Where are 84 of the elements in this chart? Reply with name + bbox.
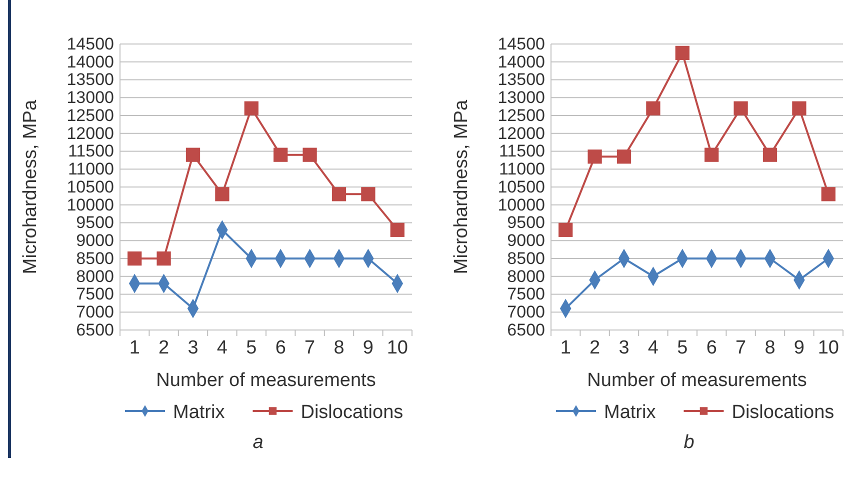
y-axis-title: Microhardness, MPa xyxy=(451,99,472,274)
y-tick-label: 12000 xyxy=(498,124,545,143)
y-tick-label: 9500 xyxy=(76,213,114,232)
y-tick-label: 14000 xyxy=(498,52,545,72)
y-tick-label: 7000 xyxy=(76,302,114,322)
y-tick-label: 14500 xyxy=(498,34,545,54)
point xyxy=(186,148,200,162)
y-tick-label: 14000 xyxy=(66,52,114,72)
point xyxy=(762,148,778,162)
point xyxy=(675,46,690,60)
x-tick-label: 9 xyxy=(794,337,804,358)
point xyxy=(156,251,171,266)
y-tick-label: 7500 xyxy=(507,284,545,304)
text: b xyxy=(684,432,694,453)
y-tick-label: 7000 xyxy=(507,302,545,322)
y-tick-label: 13000 xyxy=(66,88,114,108)
x-tick-label: 6 xyxy=(706,337,717,358)
point xyxy=(302,148,317,162)
y-tick-label: 8500 xyxy=(507,248,545,268)
text: a xyxy=(252,432,264,453)
x-tick-label: 4 xyxy=(216,337,228,358)
y-tick-label: 6500 xyxy=(507,320,545,340)
y-tick-label: 7500 xyxy=(76,284,114,304)
y-tick-label: 8500 xyxy=(76,248,114,268)
point xyxy=(215,187,230,202)
x-tick-label: 8 xyxy=(334,337,344,358)
y-tick-label: 8000 xyxy=(76,266,114,286)
y-axis-title: Microhardness, MPa xyxy=(20,99,41,274)
x-tick-label: 6 xyxy=(275,337,286,358)
y-tick-label: 11500 xyxy=(68,142,114,161)
legend-label: Matrix xyxy=(604,402,656,423)
x-tick-label: 7 xyxy=(736,337,746,358)
x-tick-label: 1 xyxy=(560,337,571,358)
point xyxy=(821,187,836,202)
y-tick-label: 12500 xyxy=(66,106,114,125)
point xyxy=(361,187,376,202)
point xyxy=(128,251,142,266)
point xyxy=(244,101,258,116)
y-tick-label: 13000 xyxy=(498,88,545,108)
x-tick-label: 10 xyxy=(386,337,408,358)
y-tick-label: 6500 xyxy=(76,320,114,340)
point xyxy=(734,101,748,116)
x-axis-title: Number of measurements xyxy=(156,370,376,391)
point xyxy=(704,148,719,162)
y-tick-label: 12500 xyxy=(498,106,545,125)
x-tick-label: 3 xyxy=(188,337,198,358)
point xyxy=(274,148,288,162)
y-tick-label: 13500 xyxy=(498,70,545,90)
x-tick-label: 5 xyxy=(246,337,257,358)
x-tick-label: 5 xyxy=(677,337,688,358)
y-tick-label: 9500 xyxy=(507,213,545,232)
y-tick-label: 14500 xyxy=(66,34,114,54)
x-tick-label: 2 xyxy=(158,337,170,358)
point xyxy=(588,150,602,164)
y-tick-label: 12000 xyxy=(66,124,114,143)
x-tick-label: 10 xyxy=(818,337,839,358)
x-tick-label: 1 xyxy=(129,337,140,358)
point xyxy=(390,222,404,237)
y-tick-label: 9000 xyxy=(76,231,114,250)
y-tick-label: 11500 xyxy=(498,142,545,161)
point xyxy=(616,150,632,164)
legend-label: Dislocations xyxy=(300,402,404,423)
x-tick-label: 9 xyxy=(362,337,374,358)
point xyxy=(646,101,660,116)
x-axis-title: Number of measurements xyxy=(587,370,807,391)
x-tick-label: 4 xyxy=(648,337,659,358)
x-tick-label: 8 xyxy=(764,337,776,358)
y-tick-label: 10000 xyxy=(498,195,545,214)
y-tick-label: 8000 xyxy=(507,266,545,286)
point xyxy=(558,222,573,237)
y-tick-label: 10500 xyxy=(66,177,114,196)
x-tick-label: 2 xyxy=(590,337,600,358)
y-tick-label: 11000 xyxy=(68,160,114,179)
y-tick-label: 13500 xyxy=(66,70,114,90)
y-tick-label: 11000 xyxy=(498,160,545,179)
y-tick-label: 9000 xyxy=(507,231,545,250)
legend-label: Matrix xyxy=(173,402,226,423)
x-tick-label: 7 xyxy=(304,337,316,358)
y-tick-label: 10000 xyxy=(66,195,114,214)
legend-label: Dislocations xyxy=(732,402,834,423)
point xyxy=(332,187,346,202)
point xyxy=(792,101,806,116)
y-tick-label: 10500 xyxy=(498,177,545,196)
x-tick-label: 3 xyxy=(618,337,630,358)
